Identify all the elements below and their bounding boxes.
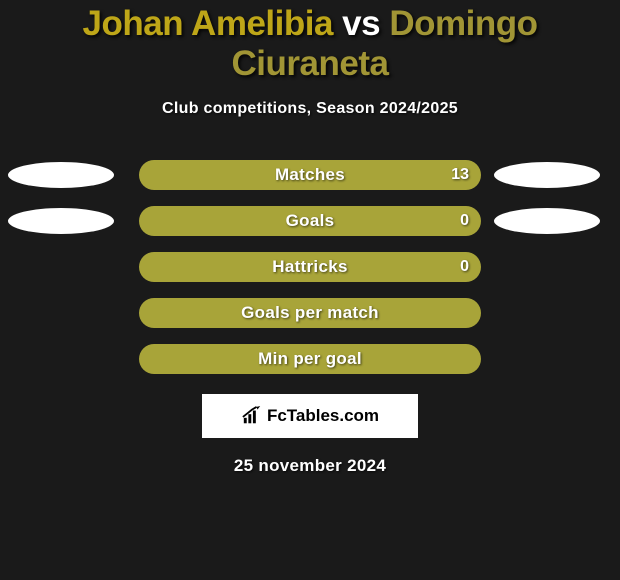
stat-label: Matches (275, 165, 345, 185)
stat-label: Goals (286, 211, 335, 231)
stat-row: Matches 13 (0, 160, 620, 190)
player-a-marker (8, 162, 114, 188)
player-a-name: Johan Amelibia (83, 4, 333, 43)
player-b-marker (494, 162, 600, 188)
stat-bar: Min per goal (139, 344, 481, 374)
brand-badge: FcTables.com (202, 394, 418, 438)
stat-bar: Goals 0 (139, 206, 481, 236)
date-label: 25 november 2024 (234, 456, 386, 476)
stat-label: Hattricks (272, 257, 347, 277)
stat-label: Goals per match (241, 303, 379, 323)
stat-row: Hattricks 0 (0, 252, 620, 282)
player-a-marker (8, 208, 114, 234)
stat-bar: Goals per match (139, 298, 481, 328)
stat-row: Min per goal (0, 344, 620, 374)
chart-icon (241, 406, 263, 426)
vs-separator: vs (333, 4, 389, 43)
page-title: Johan Amelibia vs Domingo Ciuraneta (0, 4, 620, 84)
brand-text: FcTables.com (267, 406, 379, 426)
player-b-marker (494, 208, 600, 234)
stat-row: Goals per match (0, 298, 620, 328)
stat-row: Goals 0 (0, 206, 620, 236)
stat-bar: Hattricks 0 (139, 252, 481, 282)
stat-bar: Matches 13 (139, 160, 481, 190)
brand-logo: FcTables.com (241, 406, 379, 426)
subtitle: Club competitions, Season 2024/2025 (162, 100, 458, 118)
stat-value: 13 (451, 166, 469, 184)
comparison-infographic: Johan Amelibia vs Domingo Ciuraneta Club… (0, 0, 620, 476)
stat-value: 0 (460, 212, 469, 230)
stat-label: Min per goal (258, 349, 362, 369)
stat-value: 0 (460, 258, 469, 276)
stats-container: Matches 13 Goals 0 Hattricks 0 Goals per match… (0, 160, 620, 374)
